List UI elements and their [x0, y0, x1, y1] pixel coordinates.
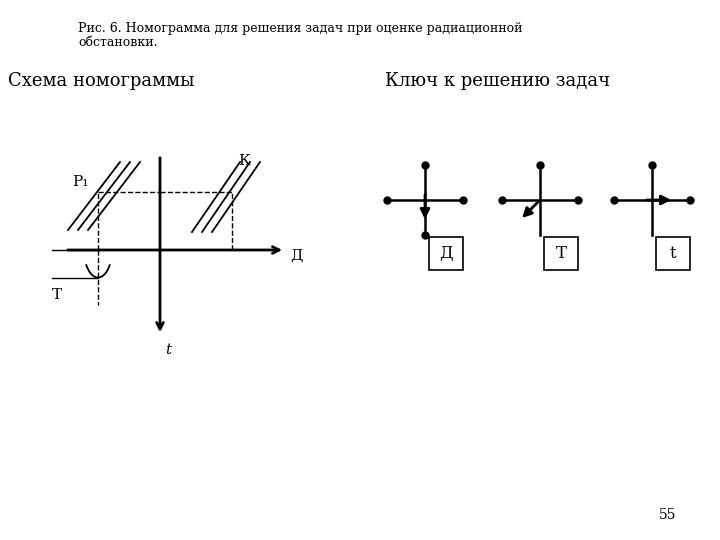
- Bar: [544, 237, 578, 270]
- Text: T: T: [52, 288, 62, 302]
- Text: P₁: P₁: [72, 175, 89, 189]
- Text: t: t: [670, 245, 676, 262]
- Text: Д: Д: [290, 249, 302, 263]
- Text: Д: Д: [439, 245, 453, 262]
- Text: К: К: [238, 154, 250, 168]
- Text: Ключ к решению задач: Ключ к решению задач: [385, 72, 610, 90]
- Text: Т: Т: [556, 245, 567, 262]
- Text: 55: 55: [660, 508, 677, 522]
- Text: обстановки.: обстановки.: [78, 36, 158, 49]
- Text: t: t: [165, 343, 171, 357]
- Text: Схема номограммы: Схема номограммы: [8, 72, 194, 90]
- Bar: [429, 237, 463, 270]
- Text: Рис. 6. Номограмма для решения задач при оценке радиационной: Рис. 6. Номограмма для решения задач при…: [78, 22, 523, 35]
- Bar: [656, 237, 690, 270]
